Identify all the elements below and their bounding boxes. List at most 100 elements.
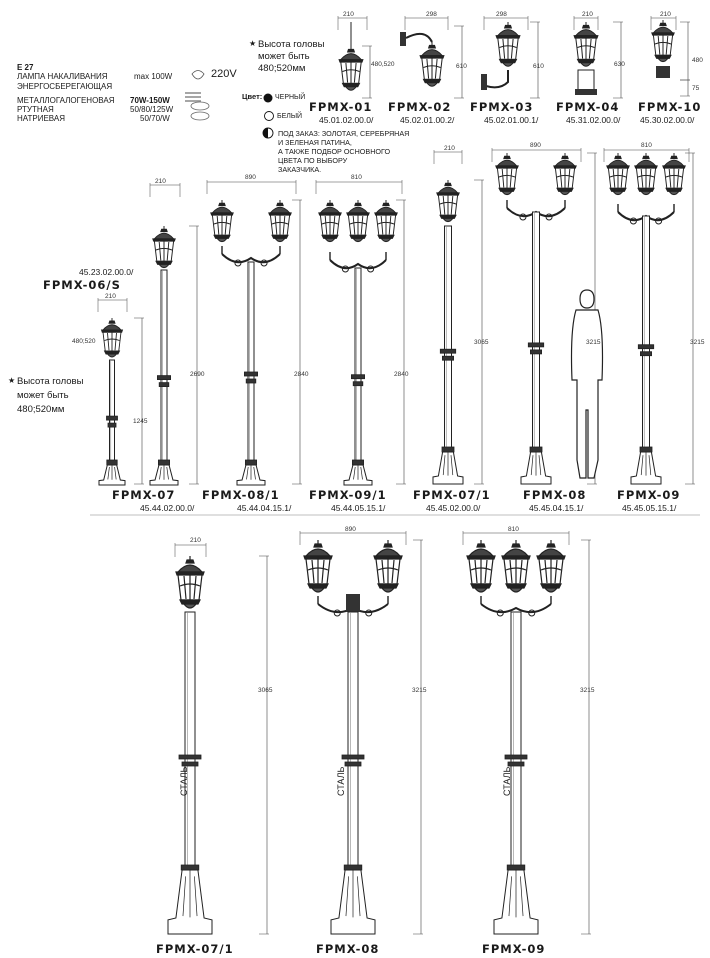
fpmx04-article: 45.31.02.00.0/ xyxy=(566,115,621,125)
r3-0-collar xyxy=(181,761,199,767)
r3-2-base-ribs xyxy=(508,870,524,918)
r3-2-scroll-left xyxy=(496,609,504,617)
r3-1-lantern-r xyxy=(373,540,403,593)
fpmx071-collar xyxy=(439,348,457,354)
color-label: Цвет: xyxy=(242,92,263,101)
fpmx08-article: 45.45.04.15.1/ xyxy=(529,503,584,513)
fpmx06s-collar xyxy=(107,422,117,428)
fpmx04-lantern xyxy=(573,22,599,67)
fpmx01-article: 45.01.02.00.0/ xyxy=(319,115,374,125)
fpmx01-width: 210 xyxy=(343,11,354,18)
fpmx02-lantern xyxy=(419,42,445,87)
fpmx081-model: FPMX-08/1 xyxy=(202,488,280,502)
fpmx06s-shaft xyxy=(109,359,115,463)
fpmx07-shaft xyxy=(160,269,168,463)
r3-2-base-collar xyxy=(506,864,526,871)
fpmx08-shaft xyxy=(532,211,540,451)
fpmx08-arm-stub xyxy=(506,200,566,208)
fpmx04-width: 210 xyxy=(582,11,593,18)
fpmx08-scroll-left xyxy=(519,213,527,221)
r3-2-arm xyxy=(480,603,552,614)
fpmx06s-lantern xyxy=(100,318,124,358)
fpmx071-model: FPMX-07/1 xyxy=(413,488,491,502)
fpmx081-lantern-r xyxy=(268,200,292,243)
fpmx06s-width: 210 xyxy=(105,293,116,300)
fpmx08-scroll-right xyxy=(545,213,553,221)
fpmx03-wall-plate xyxy=(481,74,487,90)
r3-2-model: FPMX-09 xyxy=(482,942,546,956)
head-note-line1: Высота головы xyxy=(258,39,325,50)
fpmx10-height2: 75 xyxy=(692,85,700,92)
fpmx091-lantern-r xyxy=(374,200,398,243)
lamp-type-1: ЭНЕРГОСБЕРЕГАЮЩАЯ xyxy=(17,82,113,91)
fpmx02-width: 298 xyxy=(426,11,437,18)
r3-1-height: 3215 xyxy=(412,687,427,694)
color-custom-swatch-half xyxy=(263,128,268,138)
fpmx04-height: 630 xyxy=(614,61,625,68)
fpmx071-article: 45.45.02.00.0/ xyxy=(426,503,481,513)
color-white-swatch xyxy=(264,111,274,121)
fpmx08-height: 3215 xyxy=(586,339,601,346)
fpmx09-height: 3215 xyxy=(690,339,705,346)
r3-0-lantern xyxy=(175,556,205,609)
lamp-type-3: РТУТНАЯ xyxy=(17,105,54,114)
fpmx091-article: 45.44.05.15.1/ xyxy=(331,503,386,513)
fpmx091-width: 810 xyxy=(351,174,362,181)
fpmx08-base-collar xyxy=(529,446,543,453)
fpmx091-base-ribs xyxy=(353,465,363,480)
fpmx06s-head: 480;520 xyxy=(72,338,96,345)
fpmx09-shaft xyxy=(642,215,650,451)
fpmx091-scroll-right xyxy=(367,265,375,273)
r3-0-model: FPMX-07/1 xyxy=(156,942,234,956)
fpmx10-article: 45.30.02.00.0/ xyxy=(640,115,695,125)
fpmx06s-height: 1245 xyxy=(133,418,148,425)
fpmx091-scroll-left xyxy=(341,265,349,273)
fpmx02-article: 45.02.01.00.2/ xyxy=(400,115,455,125)
fpmx03-width: 298 xyxy=(496,11,507,18)
fpmx01-model: FPMX-01 xyxy=(309,100,373,114)
fpmx02-model: FPMX-02 xyxy=(388,100,452,114)
r3-1-base-collar xyxy=(343,864,363,871)
r3-2-lantern-l xyxy=(466,540,496,593)
r3-0-material: СТАЛЬ xyxy=(179,766,189,796)
fpmx10-width: 210 xyxy=(660,11,671,18)
color-white: БЕЛЫЙ xyxy=(277,113,303,120)
fpmx04-socket xyxy=(577,69,595,91)
r3-1-scroll-right xyxy=(365,609,373,617)
fpmx10-height: 480 xyxy=(692,57,703,64)
fpmx071-height: 3065 xyxy=(474,339,489,346)
fpmx081-scroll-right xyxy=(260,259,268,267)
head-note-line3: 480;520мм xyxy=(258,63,306,74)
r3-1-width: 890 xyxy=(345,526,356,533)
fpmx04-foot xyxy=(575,89,597,95)
fpmx08-model: FPMX-08 xyxy=(523,488,587,502)
fpmx091-collar xyxy=(350,374,365,380)
bulb-icon-1 xyxy=(191,70,205,80)
fpmx091-base-collar xyxy=(351,459,364,466)
order-note-2: А ТАКЖЕ ПОДБОР ОСНОВНОГО xyxy=(278,147,391,156)
fpmx091-lantern-c xyxy=(346,200,370,243)
head-note2-star: ★ xyxy=(8,376,16,385)
fpmx091-collar xyxy=(352,381,364,387)
r3-1-material: СТАЛЬ xyxy=(336,766,346,796)
fpmx06s-model: FPMX-06/S xyxy=(43,278,121,292)
fpmx08-lantern-r xyxy=(553,153,577,196)
fpmx091-shaft xyxy=(354,267,362,463)
fpmx091-lantern-l xyxy=(318,200,342,243)
r3-1-finial xyxy=(346,594,360,612)
r3-2-scroll-right xyxy=(528,609,536,617)
fpmx081-base-ribs xyxy=(246,465,256,480)
head-note-star: ★ xyxy=(249,39,257,48)
fpmx081-collar xyxy=(243,371,258,377)
fpmx071-base-ribs xyxy=(442,452,454,476)
fpmx071-base-collar xyxy=(441,446,455,453)
fpmx09-model: FPMX-09 xyxy=(617,488,681,502)
lamp-type-0: ЛАМПА НАКАЛИВАНИЯ xyxy=(17,72,108,81)
r3-1-scroll-left xyxy=(333,609,341,617)
r3-2-shaft xyxy=(510,611,522,873)
fpmx09-arm-stub xyxy=(617,204,675,212)
fpmx09-collar xyxy=(637,344,655,350)
fpmx07-collar xyxy=(158,382,170,388)
fpmx091-arm xyxy=(329,259,387,270)
lamp-power-4: 50/70/W xyxy=(140,114,170,123)
